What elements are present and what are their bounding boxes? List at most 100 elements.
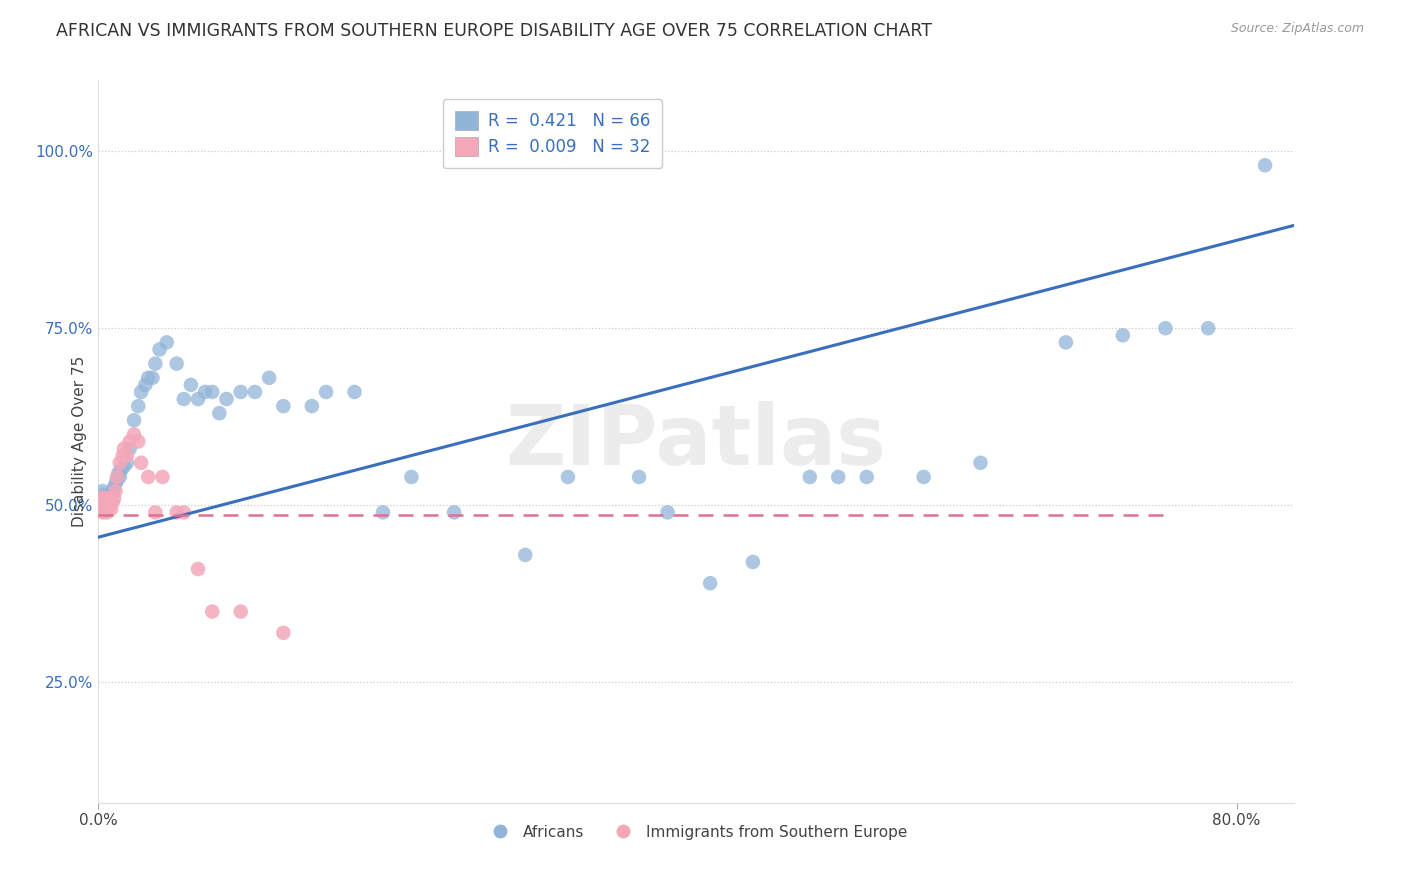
Point (515, 548, 537, 562)
Point (912, 470, 935, 484)
Point (166, 357, 188, 371)
Point (152, 470, 174, 484)
Point (112, 459, 135, 474)
Point (343, 384, 366, 399)
Point (91, 484, 114, 499)
Point (827, 470, 849, 484)
Point (129, 456, 152, 470)
Point (91, 494, 114, 508)
Point (129, 384, 152, 399)
Point (97, 498, 120, 512)
Point (201, 384, 224, 399)
Text: AFRICAN VS IMMIGRANTS FROM SOUTHERN EUROPE DISABILITY AGE OVER 75 CORRELATION CH: AFRICAN VS IMMIGRANTS FROM SOUTHERN EURO… (56, 22, 932, 40)
Point (91, 505, 114, 519)
Point (115, 449, 138, 463)
Point (115, 456, 138, 470)
Point (108, 470, 131, 484)
Point (105, 470, 128, 484)
Point (91, 494, 114, 508)
Point (141, 371, 163, 385)
Point (229, 384, 252, 399)
Point (1197, 321, 1219, 335)
Point (557, 470, 579, 484)
Point (101, 484, 124, 499)
Point (1254, 158, 1277, 172)
Point (657, 505, 679, 519)
Point (201, 605, 224, 619)
Point (257, 371, 280, 385)
Point (104, 477, 127, 491)
Point (180, 377, 202, 392)
Point (94, 498, 117, 512)
Point (104, 484, 127, 499)
Point (127, 399, 149, 413)
Point (855, 470, 877, 484)
Point (229, 605, 252, 619)
Point (118, 442, 141, 456)
Point (134, 377, 156, 392)
Point (90, 491, 112, 506)
Point (187, 392, 209, 406)
Point (93, 488, 115, 502)
Point (401, 470, 423, 484)
Point (107, 467, 129, 481)
Point (1054, 335, 1077, 350)
Point (94, 498, 117, 512)
Text: Source: ZipAtlas.com: Source: ZipAtlas.com (1230, 22, 1364, 36)
Point (89, 498, 111, 512)
Point (103, 491, 125, 506)
Point (94, 491, 117, 506)
Point (243, 384, 266, 399)
Point (371, 505, 394, 519)
Point (93, 491, 115, 506)
Point (105, 474, 128, 488)
Point (97, 491, 120, 506)
Point (273, 625, 295, 640)
Point (118, 434, 141, 449)
Point (156, 335, 179, 350)
Point (443, 505, 465, 519)
Point (100, 488, 122, 502)
Text: ZIPatlas: ZIPatlas (506, 401, 886, 482)
Point (96, 494, 118, 508)
Point (89, 498, 111, 512)
Point (187, 562, 209, 576)
Point (628, 470, 651, 484)
Point (173, 392, 195, 406)
Point (100, 494, 122, 508)
Point (108, 456, 131, 470)
Point (110, 463, 132, 477)
Point (149, 343, 172, 357)
Point (315, 384, 337, 399)
Point (215, 392, 238, 406)
Point (173, 505, 195, 519)
Point (799, 470, 821, 484)
Point (122, 413, 145, 427)
Point (100, 501, 122, 516)
Point (1112, 328, 1135, 343)
Point (98, 491, 121, 506)
Point (98, 498, 121, 512)
Point (101, 494, 124, 508)
Legend: Africans, Immigrants from Southern Europe: Africans, Immigrants from Southern Europ… (479, 819, 912, 846)
Point (143, 505, 166, 519)
Point (111, 449, 134, 463)
Point (699, 576, 721, 591)
Point (741, 555, 763, 569)
Point (127, 434, 149, 449)
Point (273, 399, 295, 413)
Point (122, 427, 145, 442)
Point (143, 357, 166, 371)
Point (96, 505, 118, 519)
Point (97, 491, 120, 506)
Point (90, 491, 112, 506)
Point (96, 494, 118, 508)
Point (166, 505, 188, 519)
Point (208, 406, 231, 420)
Point (301, 399, 323, 413)
Point (136, 371, 159, 385)
Point (136, 470, 159, 484)
Y-axis label: Disability Age Over 75: Disability Age Over 75 (72, 356, 87, 527)
Point (112, 442, 135, 456)
Point (1154, 321, 1177, 335)
